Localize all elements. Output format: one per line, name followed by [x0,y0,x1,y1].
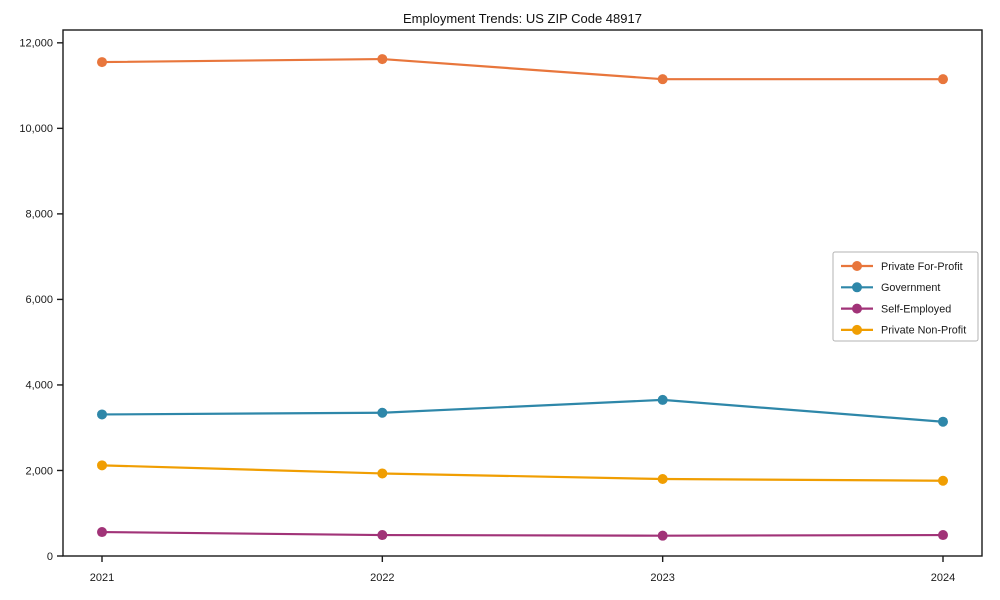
y-tick-label: 10,000 [19,123,53,135]
legend-label-private-for-profit: Private For-Profit [881,261,963,273]
data-point-self-employed [938,530,948,541]
data-point-government [657,394,668,405]
y-tick-label: 12,000 [19,38,53,50]
data-point-private-for-profit [938,74,948,85]
legend-label-government: Government [881,282,940,294]
data-point-self-employed [97,527,107,538]
data-point-private-for-profit [97,57,107,68]
legend-marker-private-non-profit [852,324,862,335]
legend-label-private-non-profit: Private Non-Profit [881,325,966,337]
legend-marker-government [852,282,862,293]
data-point-private-for-profit [377,54,388,65]
x-tick-label: 2022 [370,572,394,584]
data-point-private-non-profit [657,474,668,485]
data-point-private-for-profit [657,74,668,85]
legend-marker-private-for-profit [852,261,862,271]
x-tick-label: 2021 [90,572,114,584]
series-line-government [101,398,944,423]
series-line-private-for-profit [101,57,943,81]
data-point-government [938,416,948,427]
chart-title: Employment Trends: US ZIP Code 48917 [403,11,642,26]
x-tick-label: 2024 [931,572,955,584]
data-point-self-employed [657,530,668,541]
y-tick-label: 4,000 [25,380,53,392]
y-tick-label: 0 [47,551,53,563]
y-tick-label: 6,000 [25,294,53,306]
data-point-self-employed [377,530,388,541]
legend-box [832,251,979,342]
y-tick-label: 2,000 [25,465,53,477]
series-line-private-non-profit [101,464,944,482]
data-point-private-non-profit [377,468,388,479]
legend-label-self-employed: Self-Employed [881,303,951,315]
plot-border [62,29,983,557]
series-line-self-employed [101,530,944,537]
y-tick-label: 8,000 [25,209,53,221]
legend-marker-self-employed [852,303,862,314]
x-tick-label: 2023 [650,572,674,584]
data-point-private-non-profit [938,475,948,486]
data-point-government [97,409,107,420]
data-point-government [377,407,388,418]
data-point-private-non-profit [97,460,107,471]
